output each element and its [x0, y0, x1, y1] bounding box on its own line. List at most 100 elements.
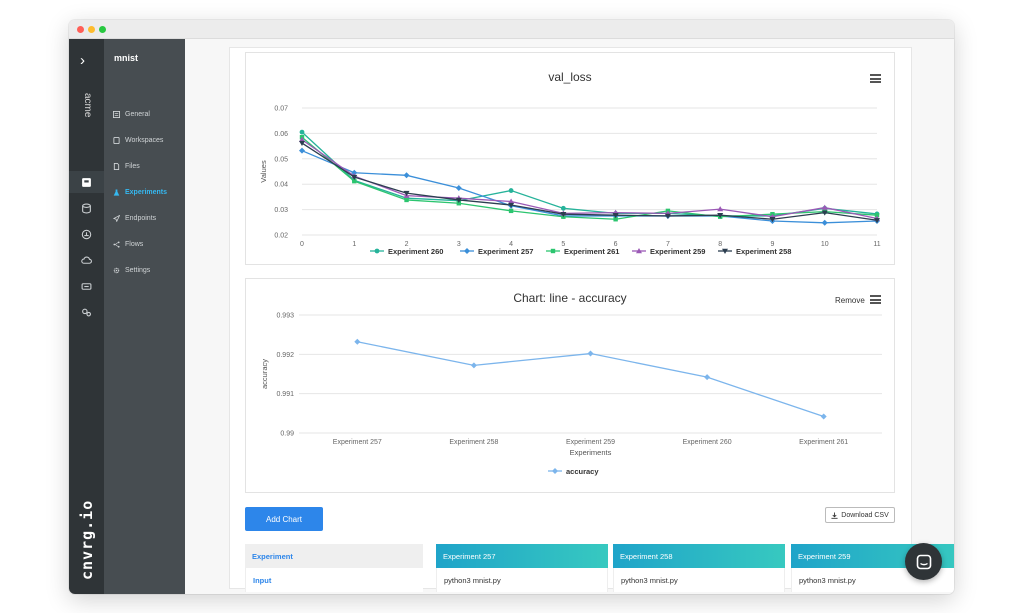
y-axis-title: accuracy [260, 359, 269, 389]
sidebar-item-label: Settings [125, 266, 151, 274]
data-point [704, 374, 711, 381]
remove-chart-button[interactable]: Remove [835, 296, 865, 305]
chart-menu-icon[interactable] [870, 295, 881, 304]
data-point [299, 147, 305, 154]
legend-marker [636, 248, 642, 254]
table-header-label: Experiment [245, 544, 423, 568]
data-point [874, 218, 880, 224]
project-sidebar: mnist General Workspaces Files Experimen… [104, 39, 185, 594]
download-csv-label: Download CSV [841, 511, 889, 519]
project-title[interactable]: mnist [114, 53, 139, 63]
sidebar-item-flows[interactable]: Flows [113, 237, 143, 251]
add-chart-button[interactable]: Add Chart [245, 507, 323, 531]
org-name[interactable]: acme [82, 93, 93, 118]
data-point [664, 213, 671, 219]
legend-label: Experiment 257 [478, 247, 533, 256]
settings-cogs-icon[interactable] [69, 301, 104, 323]
sidebar-item-experiments[interactable]: Experiments [113, 185, 167, 199]
maximize-window-button[interactable] [99, 26, 106, 33]
sidebar-item-label: Files [125, 162, 140, 170]
download-csv-button[interactable]: Download CSV [825, 507, 895, 523]
data-point [508, 188, 514, 193]
sidebar-item-workspaces[interactable]: Workspaces [113, 133, 163, 147]
data-point [820, 413, 827, 420]
accuracy-chart-card: Chart: line - accuracy Remove 0.99 0.991 0… [245, 278, 895, 493]
legend-label: accuracy [566, 467, 599, 476]
legend-label: Experiment 260 [388, 247, 443, 256]
data-point [352, 178, 357, 184]
data-point [508, 202, 515, 209]
y-tick-label: 0.99 [280, 431, 294, 438]
sidebar-item-label: General [125, 110, 150, 118]
data-point [821, 210, 828, 216]
legend-label: Experiment 261 [564, 247, 619, 256]
x-tick-label: 0 [300, 241, 304, 248]
data-point [299, 136, 305, 142]
legend-marker [550, 248, 556, 254]
app-window: › acme cnvrg.io mnist General Wo [69, 20, 954, 594]
x-tick-label: Experiment 257 [333, 439, 382, 446]
data-point [351, 174, 358, 181]
legend-marker [374, 248, 380, 254]
series-line [301, 150, 878, 224]
close-window-button[interactable] [77, 26, 84, 33]
legend-marker [722, 248, 728, 254]
series-line [301, 139, 878, 220]
data-point [455, 185, 462, 192]
table-row-label: Input [245, 568, 423, 592]
series-line [301, 136, 878, 220]
chart-menu-icon[interactable] [870, 74, 881, 83]
accuracy-chart: 0.99 0.991 0.992 0.993 Experiment 257 Experim… [260, 313, 882, 476]
sidebar-item-general[interactable]: General [113, 107, 150, 121]
x-tick-label: Experiment 261 [799, 439, 848, 446]
x-tick-label: 1 [352, 241, 356, 248]
project-icon[interactable] [69, 171, 104, 193]
window-titlebar [69, 20, 954, 39]
sidebar-item-label: Endpoints [125, 214, 157, 222]
data-point [560, 211, 567, 218]
val-loss-chart-card: val_loss 0.02 0.03 0.04 0.05 0.06 0.07 0 1 2 3 4 5 6… [245, 52, 895, 265]
val-loss-chart: 0.02 0.03 0.04 0.05 0.06 0.07 0 1 2 3 4 5 6 7 8 9 10 11 Va… [259, 106, 881, 256]
table-cell: python3 mnist.py [436, 568, 608, 592]
chevron-right-icon[interactable]: › [80, 52, 85, 69]
sidebar-item-label: Workspaces [125, 136, 164, 144]
sidebar-item-label: Flows [125, 240, 144, 248]
minimize-window-button[interactable] [88, 26, 95, 33]
y-tick-label: 0.07 [274, 106, 288, 113]
y-tick-label: 0.05 [274, 156, 288, 163]
data-point [455, 197, 462, 203]
y-tick-label: 0.992 [276, 352, 294, 359]
y-tick-label: 0.993 [276, 313, 294, 320]
x-tick-label: 7 [666, 241, 670, 248]
database-icon[interactable] [69, 197, 104, 219]
table-header-experiment[interactable]: Experiment 257 [436, 544, 608, 568]
legend-label: Experiment 258 [736, 247, 791, 256]
data-point [354, 338, 361, 345]
download-icon [831, 511, 838, 519]
data-point [299, 129, 305, 135]
y-tick-label: 0.991 [276, 391, 294, 398]
x-tick-label: 8 [718, 241, 722, 248]
data-point [874, 212, 880, 218]
data-point [613, 217, 618, 222]
library-icon[interactable] [69, 223, 104, 245]
workspace-icon [113, 136, 120, 144]
sidebar-item-endpoints[interactable]: Endpoints [113, 211, 156, 225]
data-point [717, 206, 724, 212]
x-tick-label: 5 [561, 241, 565, 248]
data-point [403, 190, 410, 197]
x-axis-title: Experiments [570, 448, 612, 457]
chat-launcher-button[interactable] [905, 543, 942, 580]
x-tick-label: 4 [509, 241, 513, 248]
compute-icon[interactable] [69, 275, 104, 297]
sidebar-item-files[interactable]: Files [113, 159, 140, 173]
x-tick-label: 11 [873, 241, 880, 248]
gear-icon [113, 267, 120, 273]
cloud-icon[interactable] [69, 249, 104, 271]
sidebar-item-settings[interactable]: Settings [113, 263, 150, 277]
table-header-experiment[interactable]: Experiment 258 [613, 544, 785, 568]
rocket-icon [113, 214, 120, 222]
brand-logo[interactable]: cnvrg.io [78, 499, 96, 580]
legend-marker [464, 248, 470, 254]
x-tick-label: Experiment 260 [683, 439, 732, 446]
